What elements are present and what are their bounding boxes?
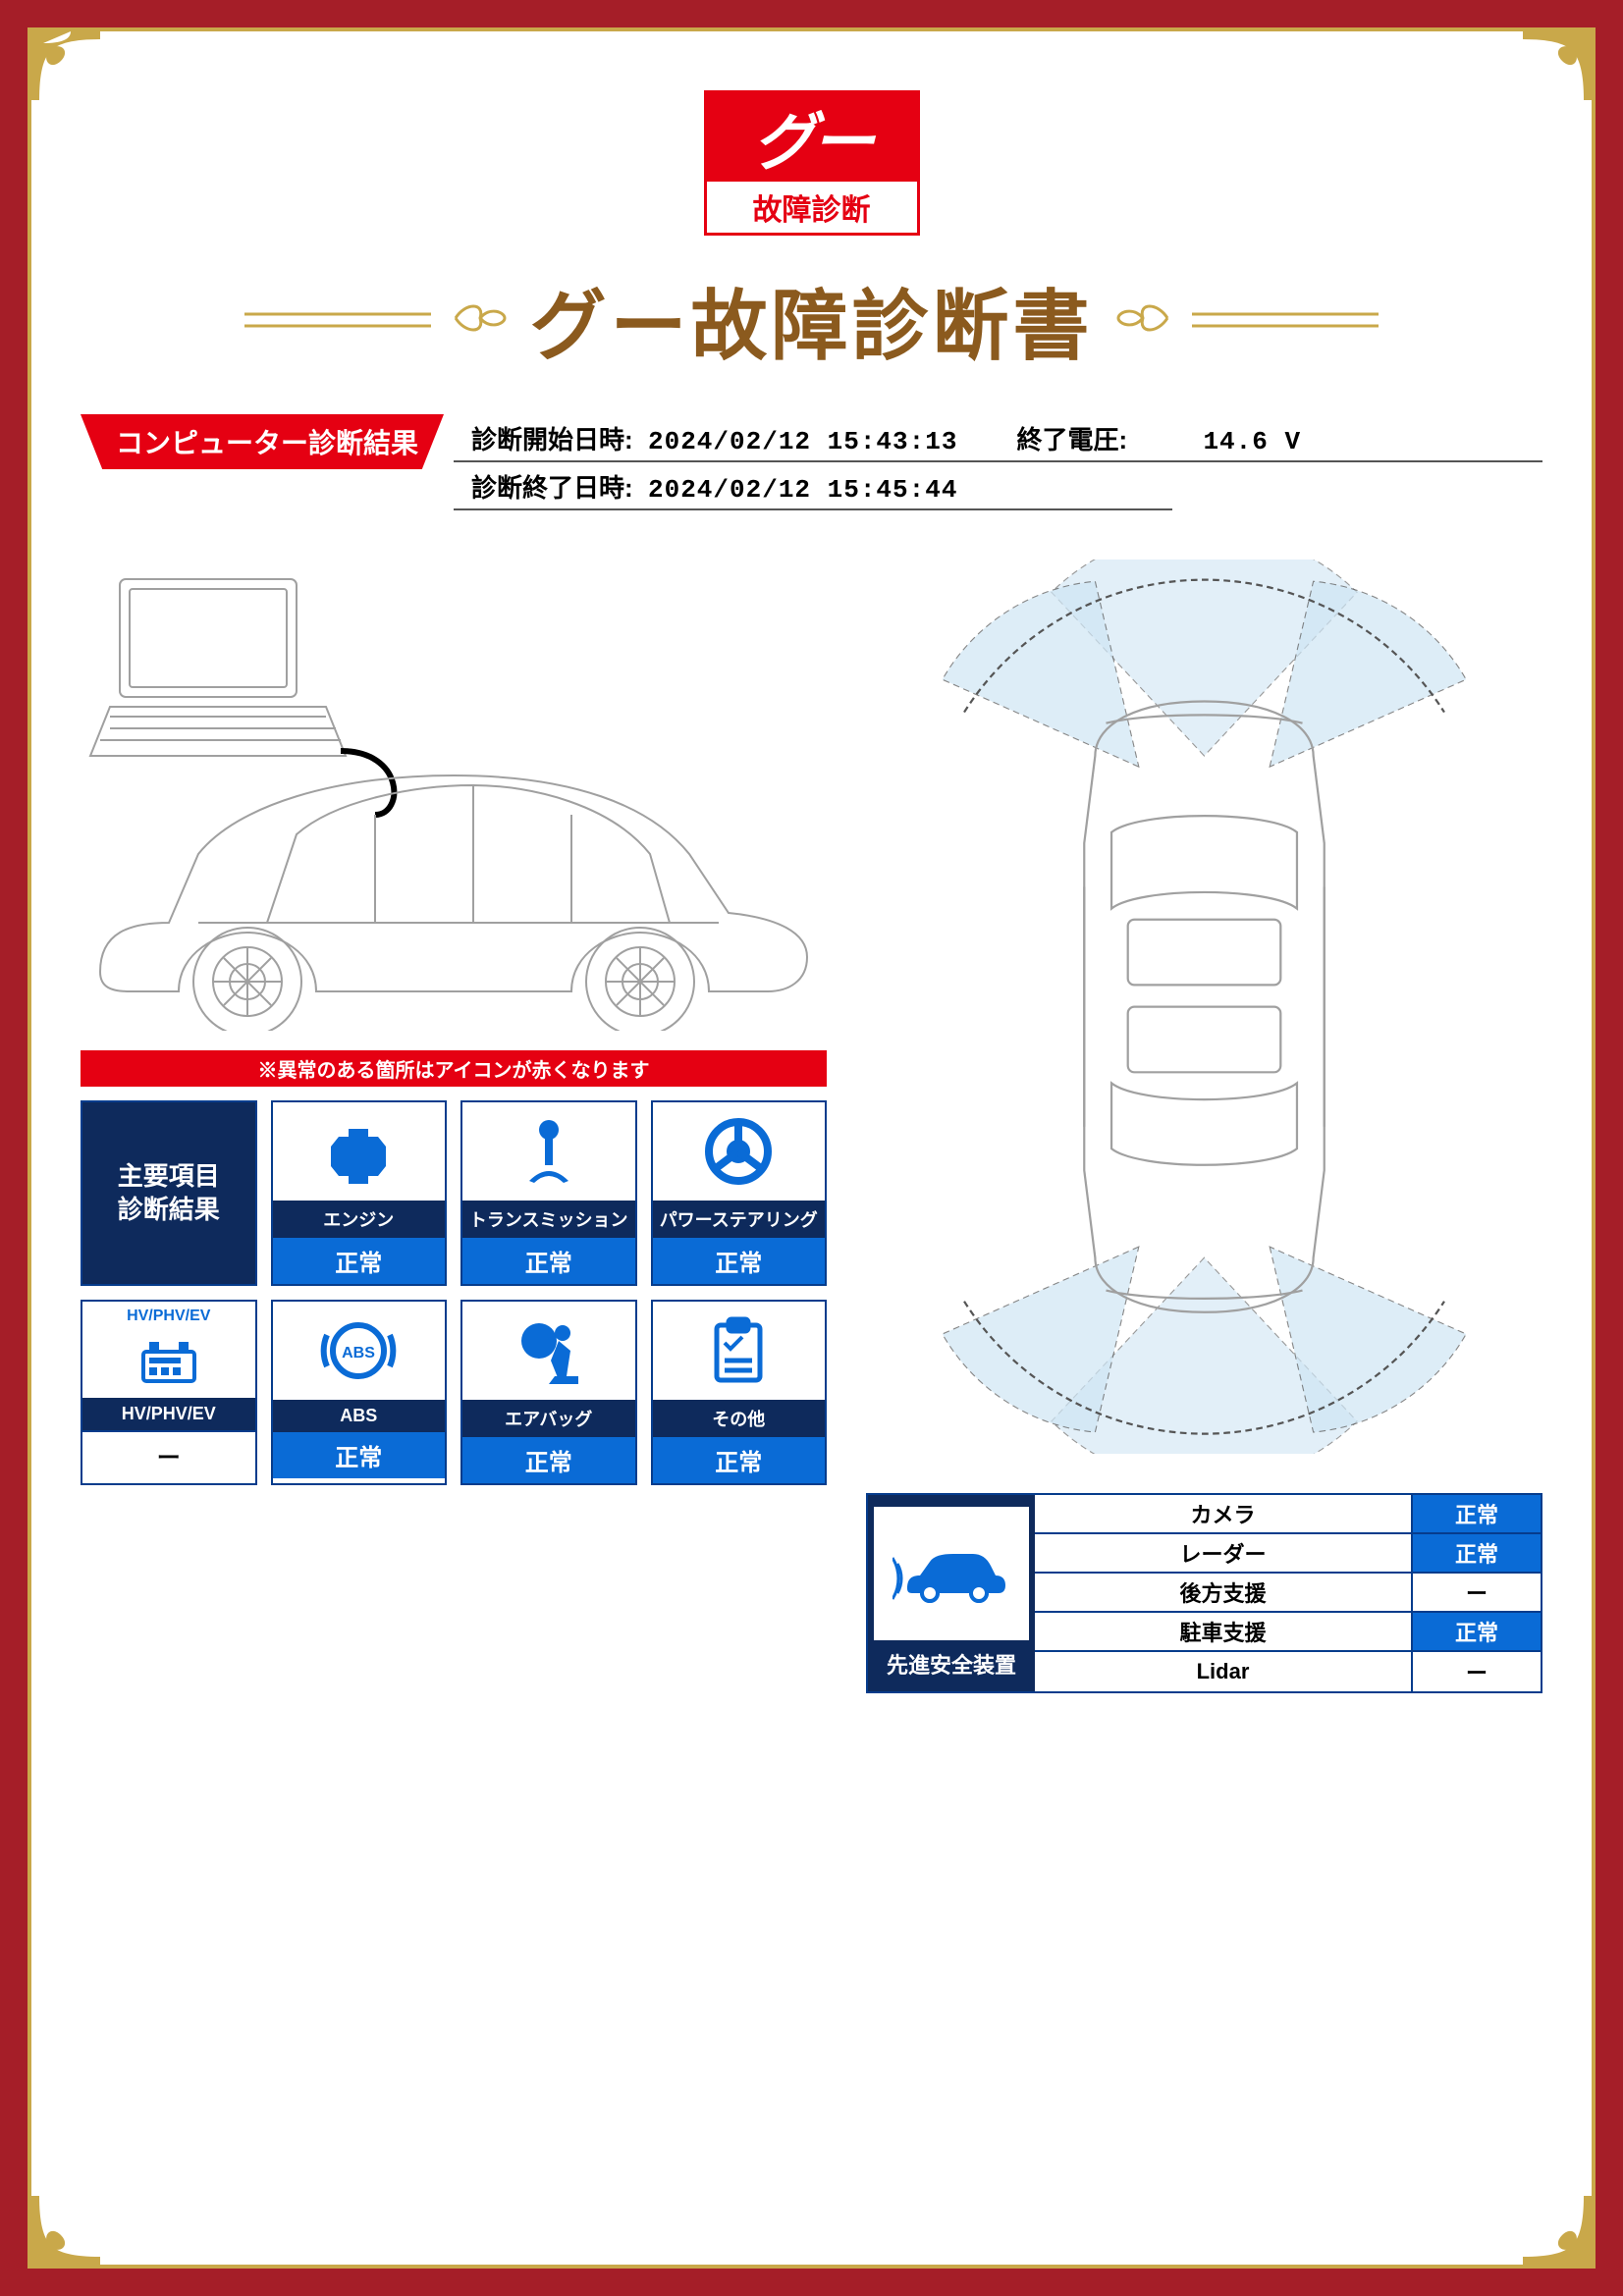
title-rule-left <box>244 305 431 335</box>
section-band-label: コンピューター診断結果 <box>81 414 444 469</box>
diag-card-transmission: トランスミッション 正常 <box>460 1100 637 1286</box>
title-flourish-left-icon <box>451 300 510 341</box>
steering-icon <box>653 1102 826 1201</box>
safety-row: レーダー 正常 <box>1035 1534 1541 1574</box>
diag-status: ー <box>82 1430 255 1478</box>
diag-card-other: その他 正常 <box>651 1300 828 1485</box>
safety-row-name: Lidar <box>1035 1652 1413 1691</box>
diag-card-abs: ABS ABS 正常 <box>271 1300 448 1485</box>
corner-ornament <box>1523 31 1592 100</box>
safety-row-status: 正常 <box>1413 1534 1541 1572</box>
main-title: グー故障診断書 <box>529 265 1093 375</box>
safety-row: 駐車支援 正常 <box>1035 1613 1541 1652</box>
safety-row-name: レーダー <box>1035 1534 1413 1572</box>
safety-row-name: 駐車支援 <box>1035 1613 1413 1650</box>
diag-status: 正常 <box>273 1432 446 1478</box>
main-title-row: グー故障診断書 <box>81 265 1542 375</box>
end-time-label: 診断終了日時: <box>471 468 648 505</box>
safety-row-name: カメラ <box>1035 1495 1413 1532</box>
car-side-diagram <box>81 560 827 1031</box>
brand-logo-text: グー <box>753 92 871 183</box>
diag-card-airbag: エアバッグ 正常 <box>460 1300 637 1485</box>
start-time-label: 診断開始日時: <box>471 420 648 456</box>
corner-ornament <box>1523 2196 1592 2265</box>
brand-logo: グー 故障診断 <box>704 90 920 236</box>
svg-text:ABS: ABS <box>342 1345 375 1362</box>
diag-status: 正常 <box>273 1238 446 1284</box>
page-outer-border: グー 故障診断 グー故障診断書 コンピューター診断結果 <box>0 0 1623 2296</box>
diag-label: その他 <box>653 1400 826 1437</box>
safety-header-label: 先進安全装置 <box>887 1648 1016 1680</box>
diag-card-hvev: HV/PHV/EV HV/PHV/EV ー <box>81 1300 257 1485</box>
abs-icon: ABS <box>273 1302 446 1400</box>
diag-card-steering: パワーステアリング 正常 <box>651 1100 828 1286</box>
safety-row: 後方支援 ー <box>1035 1574 1541 1613</box>
car-top-sensor-diagram <box>866 560 1542 1454</box>
navy-card-line1: 主要項目 <box>118 1160 220 1194</box>
safety-row: Lidar ー <box>1035 1652 1541 1691</box>
start-time-value: 2024/02/12 15:43:13 <box>648 427 957 456</box>
safety-row-status: ー <box>1413 1652 1541 1691</box>
safety-header-cell: 先進安全装置 <box>868 1495 1035 1691</box>
safety-row-name: 後方支援 <box>1035 1574 1413 1611</box>
corner-ornament <box>31 2196 100 2265</box>
diag-label: エンジン <box>273 1201 446 1238</box>
icon-grid-row1: 主要項目 診断結果 エンジン 正常 <box>81 1100 827 1286</box>
diagrams-area: ※異常のある箇所はアイコンが赤くなります 主要項目 診断結果 エンジン 正常 <box>81 560 1542 1693</box>
brand-logo-subtitle: 故障診断 <box>707 182 917 233</box>
diagnosis-meta: 診断開始日時: 2024/02/12 15:43:13 終了電圧: 14.6 V… <box>454 414 1542 510</box>
diag-status: 正常 <box>653 1238 826 1284</box>
safety-rows: カメラ 正常 レーダー 正常 後方支援 ー 駐車支援 <box>1035 1495 1541 1691</box>
voltage-value: 14.6 V <box>1203 427 1301 456</box>
corner-ornament <box>31 31 100 100</box>
meta-row-end: 診断終了日時: 2024/02/12 15:45:44 <box>454 462 1172 510</box>
diag-status: 正常 <box>653 1437 826 1483</box>
title-rule-right <box>1192 305 1379 335</box>
diag-card-engine: エンジン 正常 <box>271 1100 448 1286</box>
diag-label: トランスミッション <box>462 1201 635 1238</box>
title-flourish-right-icon <box>1113 300 1172 341</box>
hvev-icon <box>82 1325 255 1398</box>
safety-row-status: ー <box>1413 1574 1541 1611</box>
icon-grid-row2: HV/PHV/EV HV/PHV/EV ー ABS ABS <box>81 1300 827 1485</box>
diag-label: パワーステアリング <box>653 1201 826 1238</box>
brand-logo-top: グー <box>707 93 917 182</box>
meta-row-start: 診断開始日時: 2024/02/12 15:43:13 終了電圧: 14.6 V <box>454 414 1542 462</box>
transmission-icon <box>462 1102 635 1201</box>
diag-label: エアバッグ <box>462 1400 635 1437</box>
icon-note: ※異常のある箇所はアイコンが赤くなります <box>81 1050 827 1087</box>
diag-label: HV/PHV/EV <box>82 1398 255 1430</box>
safety-equipment-table: 先進安全装置 カメラ 正常 レーダー 正常 後方支援 ー <box>866 1493 1542 1693</box>
safety-row: カメラ 正常 <box>1035 1495 1541 1534</box>
end-time-value: 2024/02/12 15:45:44 <box>648 475 957 505</box>
clipboard-icon <box>653 1302 826 1400</box>
diag-status: 正常 <box>462 1238 635 1284</box>
safety-car-icon <box>874 1507 1029 1640</box>
diag-status: 正常 <box>462 1437 635 1483</box>
safety-row-status: 正常 <box>1413 1613 1541 1650</box>
page-inner: グー 故障診断 グー故障診断書 コンピューター診断結果 <box>27 27 1596 2269</box>
diagnosis-icon-block: ※異常のある箇所はアイコンが赤くなります 主要項目 診断結果 エンジン 正常 <box>81 1050 827 1485</box>
section-header: コンピューター診断結果 診断開始日時: 2024/02/12 15:43:13 … <box>81 414 1542 510</box>
engine-icon <box>273 1102 446 1201</box>
airbag-icon <box>462 1302 635 1400</box>
diag-label: ABS <box>273 1400 446 1432</box>
navy-card-line2: 診断結果 <box>118 1194 220 1227</box>
voltage-label: 終了電圧: <box>1016 420 1193 456</box>
navy-header-card: 主要項目 診断結果 <box>81 1100 257 1286</box>
safety-row-status: 正常 <box>1413 1495 1541 1532</box>
